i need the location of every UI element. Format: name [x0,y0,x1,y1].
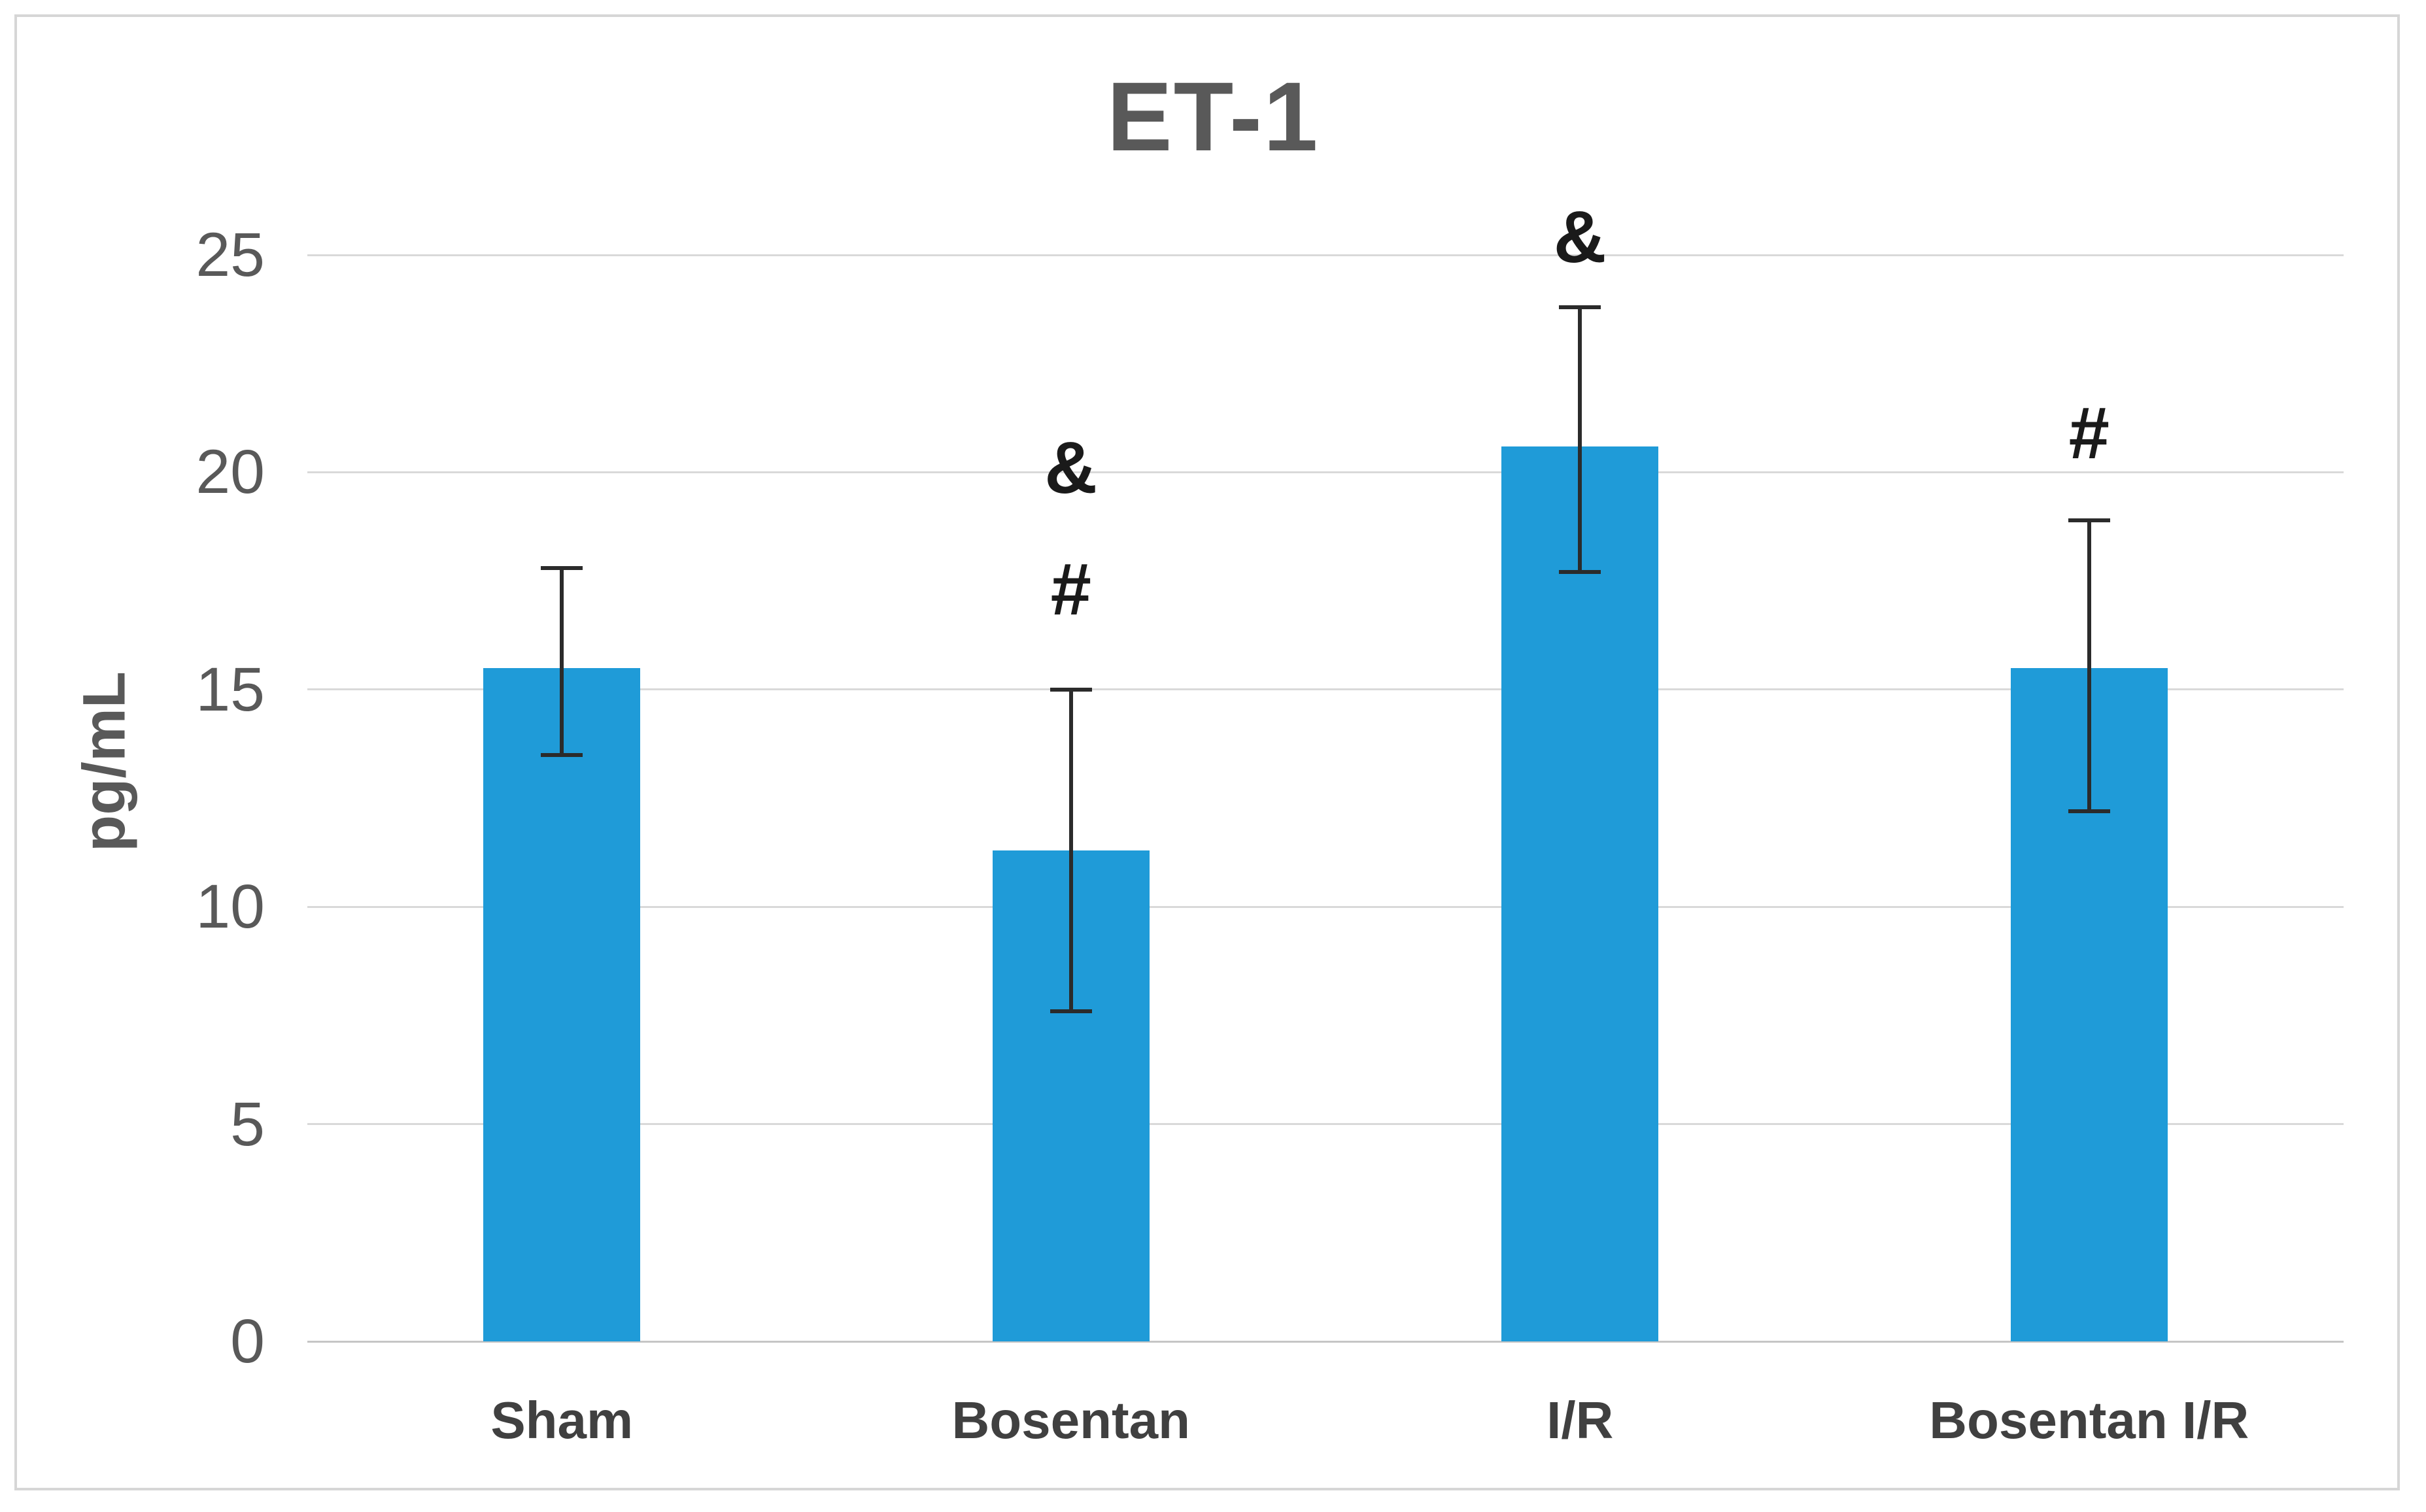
error-bar-cap-bottom [541,752,583,757]
bar-i-r [1501,446,1659,1341]
gridline-y5 [307,1123,2344,1126]
y-tick-label-15: 15 [196,654,265,724]
gridline-y25 [307,254,2344,256]
significance-annotation-amp: & [1553,196,1607,278]
chart-outer-border [14,14,2400,1490]
significance-annotation-amp: & [1044,426,1098,509]
error-bar-stem [560,567,564,755]
x-category-label-3: I/R [1546,1391,1614,1449]
gridline-y15 [307,688,2344,691]
error-bar-cap-bottom [1050,1009,1092,1013]
error-bar-stem [1068,689,1073,1011]
y-tick-label-0: 0 [230,1307,265,1376]
significance-annotation-hash: # [1050,548,1091,630]
significance-annotation-hash: # [2068,392,2110,474]
y-tick-label-25: 25 [196,220,265,290]
bar-sham [483,667,641,1341]
error-bar-cap-bottom [1559,570,1601,575]
error-bar-cap-top [1559,305,1601,309]
error-bar-cap-top [541,565,583,570]
gridline-y20 [307,471,2344,473]
error-bar-cap-top [2068,518,2110,522]
error-bar-stem [1578,307,1582,573]
gridline-y10 [307,905,2344,908]
chart-title: ET-1 [1106,61,1320,171]
y-tick-label-5: 5 [230,1089,265,1159]
x-axis-line [307,1340,2344,1343]
error-bar-stem [2087,520,2091,811]
x-category-label-1: Sham [490,1391,634,1449]
x-category-label-2: Bosentan [951,1391,1191,1449]
y-tick-label-20: 20 [196,437,265,507]
x-category-label-4: Bosentan I/R [1929,1391,2249,1449]
error-bar-cap-bottom [2068,809,2110,813]
y-tick-label-10: 10 [196,872,265,942]
error-bar-cap-top [1050,687,1092,692]
